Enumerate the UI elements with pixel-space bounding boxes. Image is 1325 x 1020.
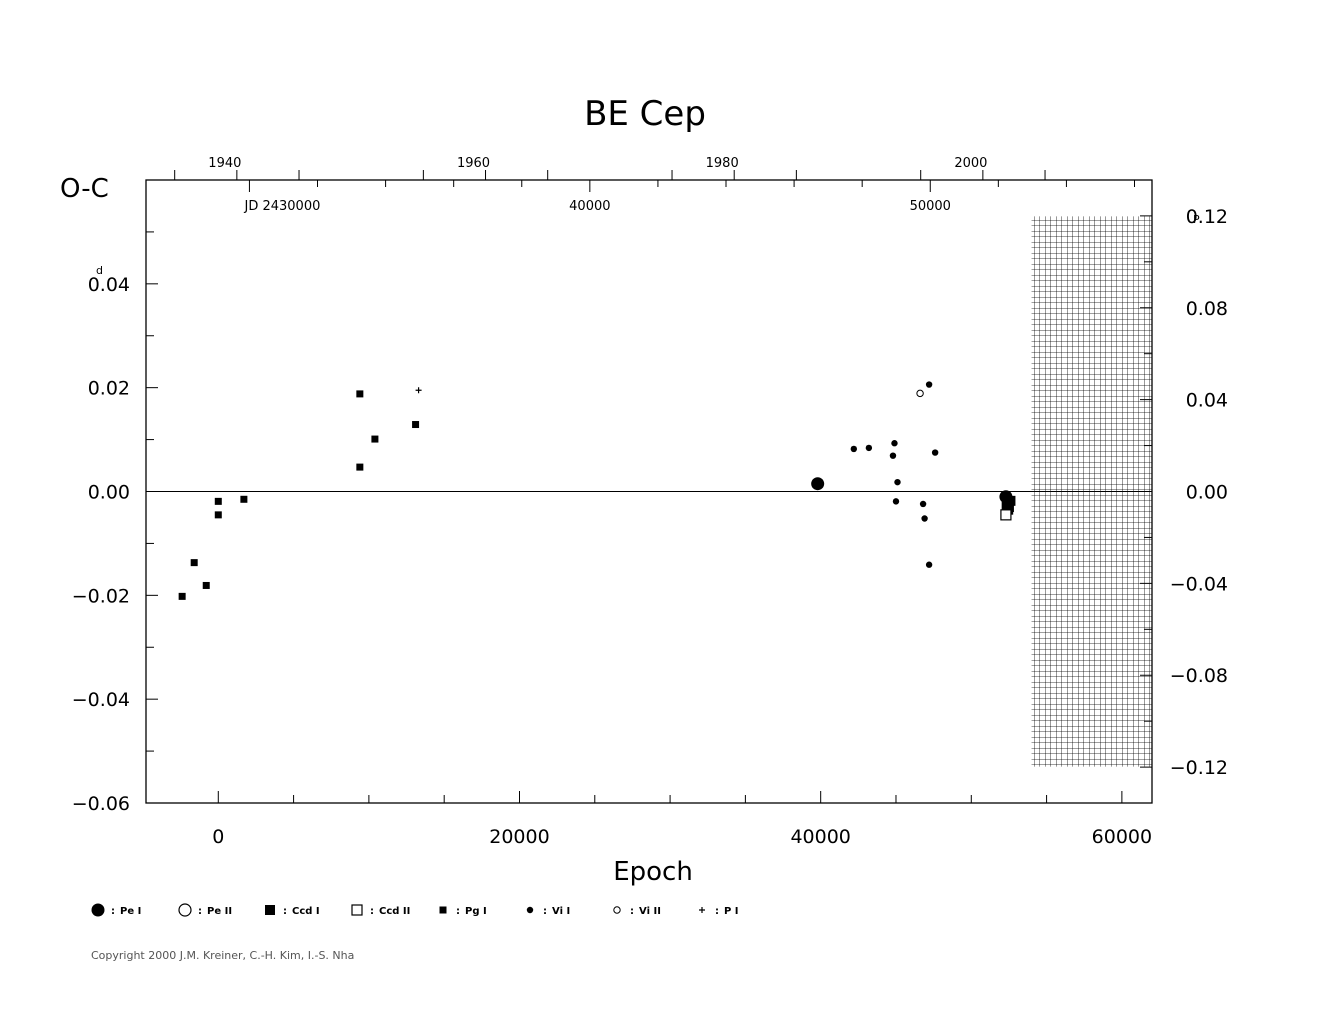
legend-marker-pg-i: [439, 906, 447, 914]
legend-colon: :: [715, 906, 719, 917]
point-vi-i: [931, 449, 939, 456]
point-vi-i: [921, 515, 928, 522]
point-pg-i: [214, 511, 222, 519]
year-tick-label: 1960: [457, 156, 490, 171]
point-vi-i: [891, 440, 898, 447]
y-tick-label: 0.04: [88, 274, 130, 296]
point-pg-i: [356, 463, 364, 471]
y-tick-label: −0.06: [72, 793, 130, 815]
point-pg-i: [178, 592, 186, 600]
legend-marker-vi-i: [526, 906, 534, 914]
right-tick-label: −0.04: [1170, 573, 1228, 595]
legend-marker-p-i: [699, 907, 705, 913]
legend-colon: :: [370, 906, 374, 917]
legend-colon: :: [283, 906, 287, 917]
legend-label-vi-i: Vi I: [552, 906, 570, 917]
copyright-text: Copyright 2000 J.M. Kreiner, C.-H. Kim, …: [91, 949, 355, 962]
point-vi-i: [892, 498, 900, 505]
year-tick-label: 1940: [208, 156, 241, 171]
legend-colon: :: [456, 906, 460, 917]
y-axis-label: O-C: [60, 174, 109, 204]
point-vi-i: [925, 561, 933, 568]
point-pg-i: [356, 390, 364, 398]
x-tick-label: 60000: [1092, 826, 1152, 848]
point-pe-i: [811, 477, 825, 491]
right-tick-label: 0.00: [1186, 482, 1228, 504]
legend-colon: :: [543, 906, 547, 917]
chart-title: BE Cep: [584, 94, 706, 134]
year-tick-label: 2000: [954, 156, 987, 171]
point-vi-i: [850, 445, 858, 453]
legend-marker-ccd-ii: [351, 904, 363, 916]
right-tick-label: −0.08: [1170, 665, 1228, 687]
jd-tick-label: 40000: [569, 199, 610, 214]
y-tick-label: −0.04: [72, 689, 130, 711]
point-ccd-i: [1005, 495, 1016, 506]
legend-marker-pe-ii: [178, 903, 192, 917]
legend-colon: :: [198, 906, 202, 917]
x-tick-label: 20000: [489, 826, 549, 848]
y-tick-label: 0.02: [88, 378, 130, 400]
legend-label-vi-ii: Vi II: [639, 906, 661, 917]
point-ccd-ii: [1000, 509, 1012, 521]
legend-colon: :: [630, 906, 634, 917]
point-pg-i: [240, 495, 248, 503]
legend-label-p-i: P I: [724, 906, 739, 917]
jd-tick-label: JD 2430000: [243, 199, 320, 214]
legend-marker-vi-ii: [613, 906, 621, 914]
year-tick-label: 1980: [706, 156, 739, 171]
point-vi-i: [889, 452, 897, 459]
legend-label-ccd-i: Ccd I: [292, 906, 320, 917]
x-tick-label: 0: [212, 826, 224, 848]
point-pg-i: [214, 497, 222, 505]
x-axis-label: Epoch: [613, 857, 693, 887]
point-p-i: [415, 387, 422, 394]
legend-label-pe-ii: Pe II: [207, 906, 232, 917]
y-tick-label: −0.02: [72, 585, 130, 607]
legend-label-pg-i: Pg I: [465, 906, 487, 917]
point-pg-i: [371, 435, 379, 443]
legend-colon: :: [111, 906, 115, 917]
point-pg-i: [202, 581, 210, 589]
right-unit-superscript: P: [1193, 213, 1200, 226]
point-pg-i: [190, 559, 198, 567]
legend-label-ccd-ii: Ccd II: [379, 906, 410, 917]
right-tick-label: 0.08: [1186, 298, 1228, 320]
legend-marker-pe-i: [91, 903, 105, 917]
point-vi-ii: [916, 389, 924, 398]
y-unit-superscript: d: [96, 264, 103, 277]
point-vi-i: [865, 444, 873, 452]
legend-label-pe-i: Pe I: [120, 906, 141, 917]
point-pg-i: [412, 421, 420, 429]
y-tick-label: 0.00: [88, 482, 130, 504]
jd-tick-label: 50000: [910, 199, 951, 214]
point-vi-i: [894, 478, 901, 486]
x-tick-label: 40000: [790, 826, 850, 848]
legend-marker-ccd-i: [265, 905, 275, 915]
point-vi-i: [919, 500, 927, 508]
right-tick-label: 0.12: [1186, 206, 1228, 228]
right-tick-label: 0.04: [1186, 390, 1228, 412]
right-tick-label: −0.12: [1170, 757, 1228, 779]
point-vi-i: [925, 381, 933, 388]
